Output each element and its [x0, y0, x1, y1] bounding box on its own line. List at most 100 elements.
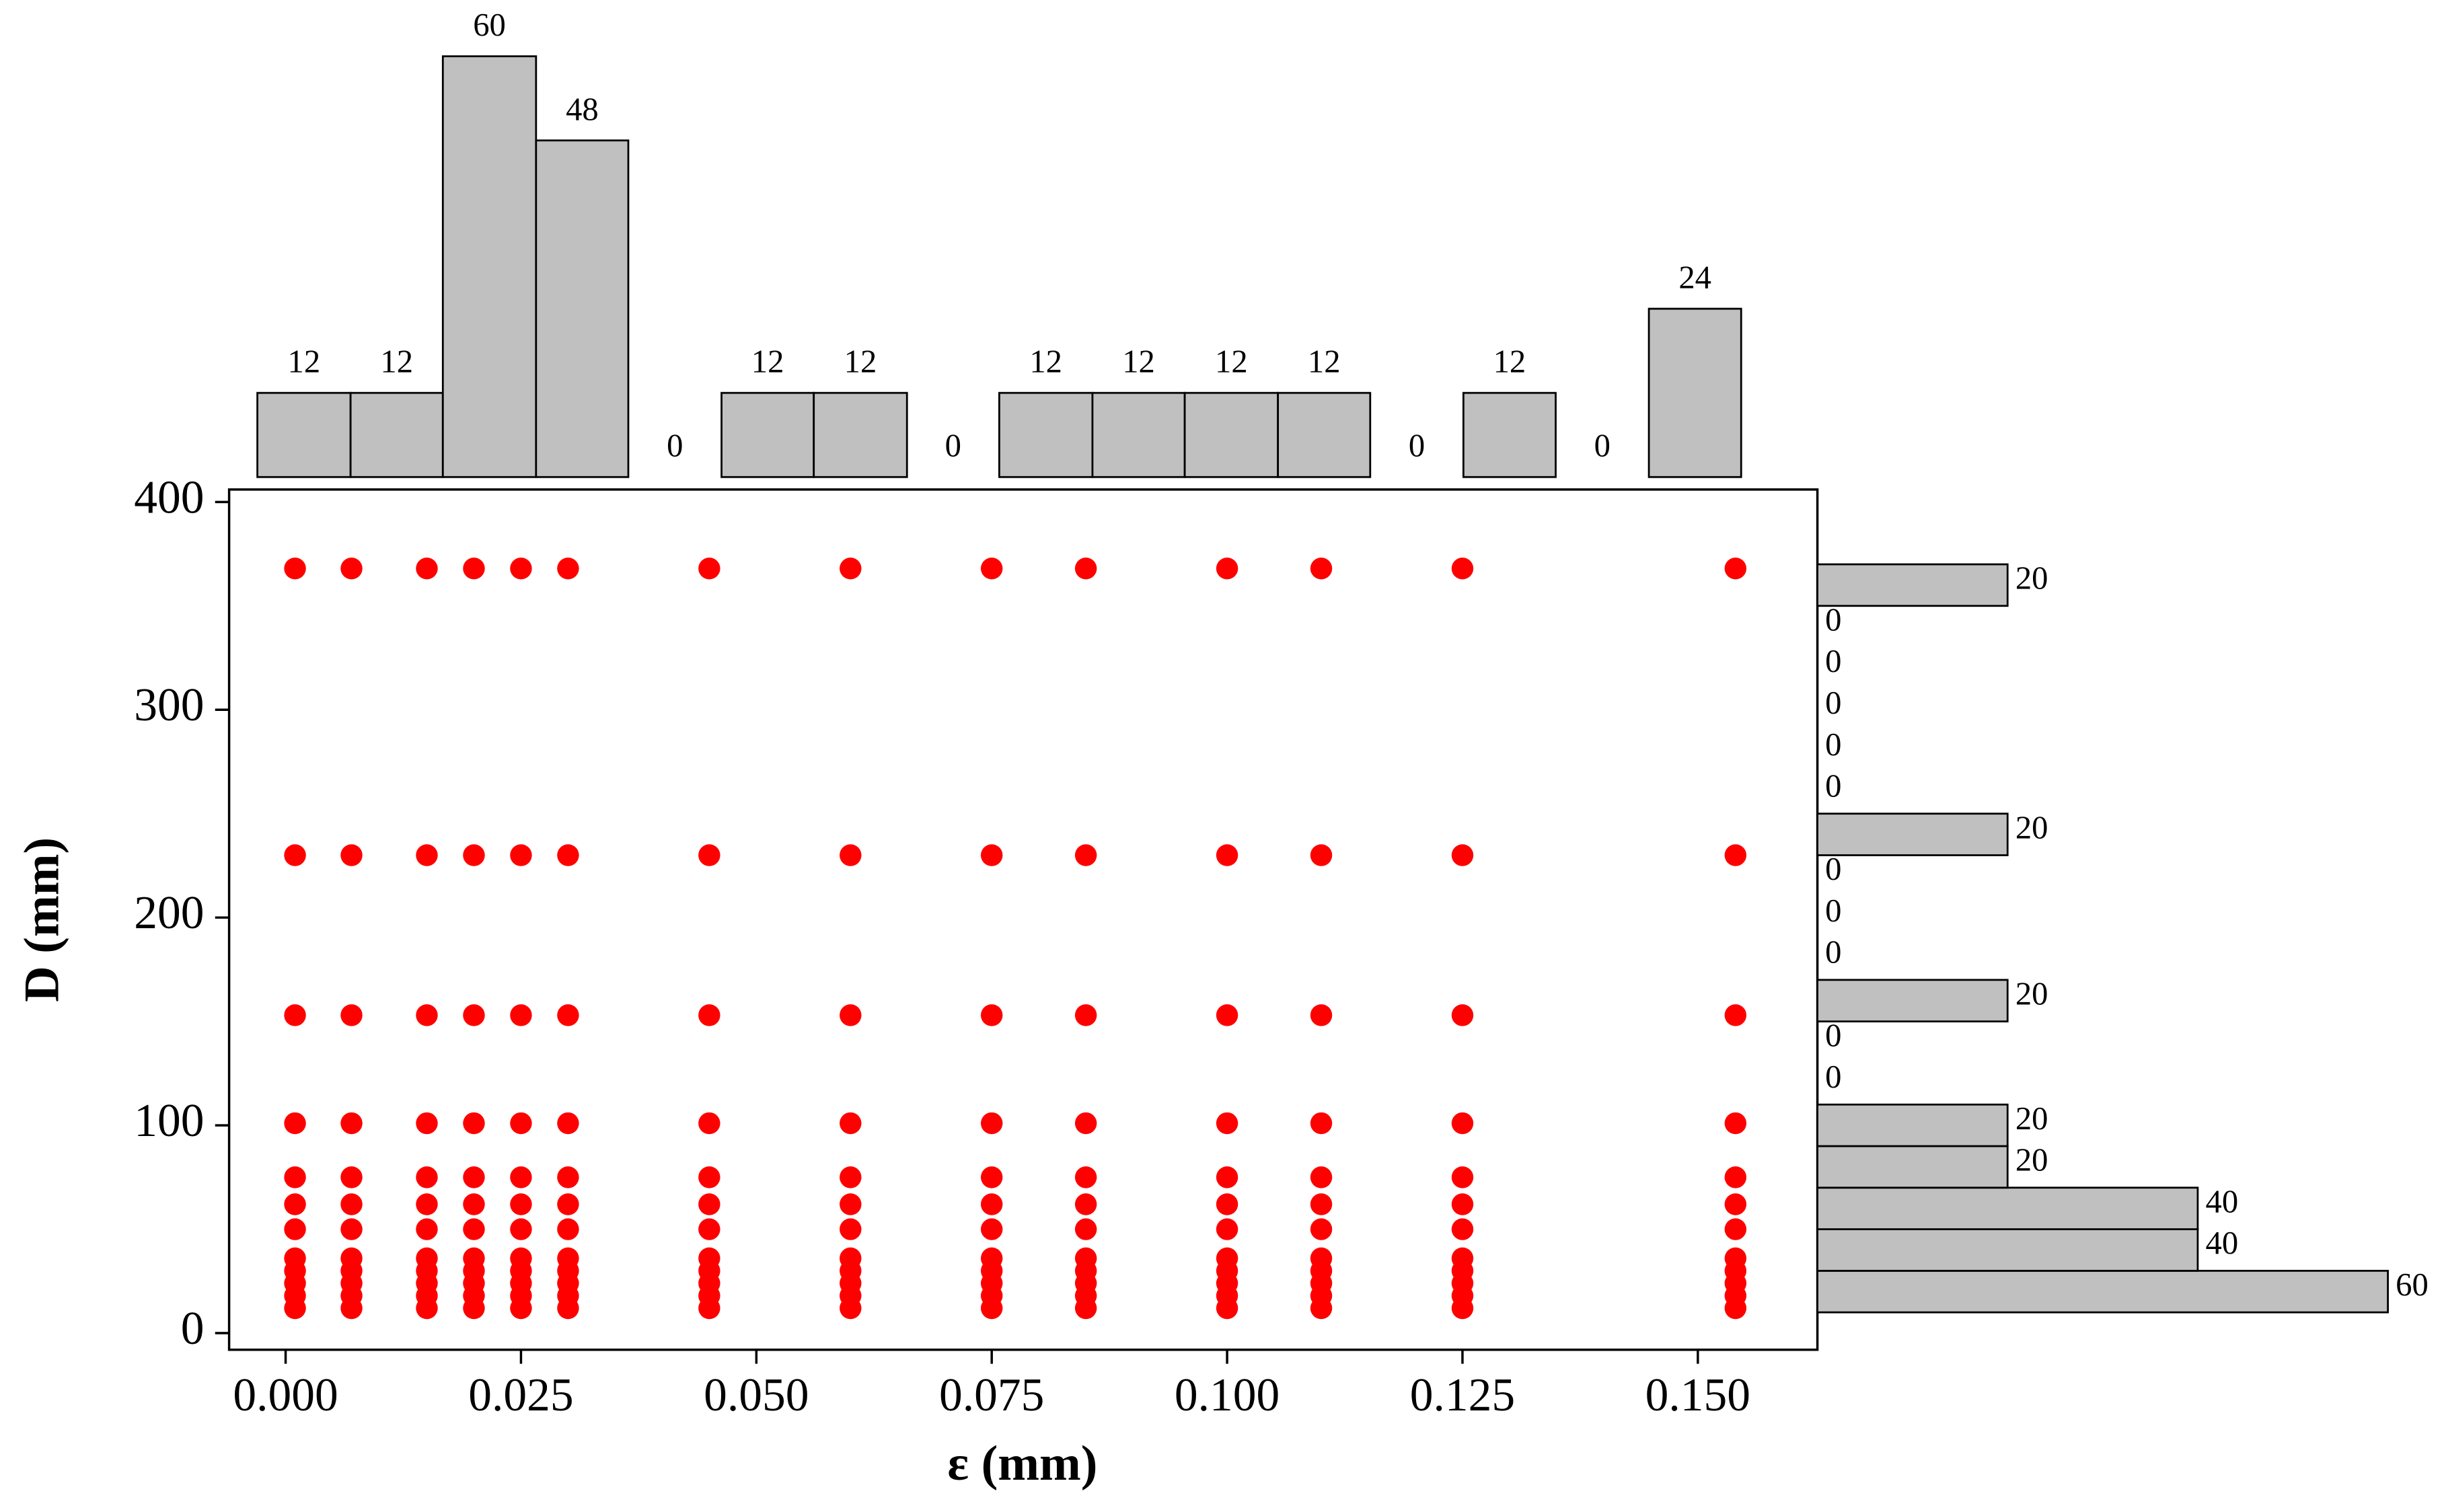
hist-label: 0 — [1825, 1059, 1841, 1095]
hist-bar — [813, 391, 908, 478]
point — [510, 1193, 532, 1215]
hist-label: 0 — [1825, 893, 1841, 929]
hist-label: 20 — [2015, 560, 2048, 597]
point — [1451, 1247, 1474, 1270]
point — [416, 1193, 438, 1215]
point — [463, 557, 485, 580]
y-tick-label: 200 — [134, 887, 204, 939]
x-tick-label: 0.150 — [1645, 1369, 1750, 1421]
point — [1074, 844, 1097, 866]
point — [1310, 1112, 1333, 1135]
point — [284, 557, 306, 580]
hist-label: 0 — [1409, 428, 1425, 464]
point — [1216, 1247, 1238, 1270]
hist-label: 40 — [2206, 1225, 2239, 1261]
x-tick-label: 0.125 — [1410, 1369, 1515, 1421]
point — [284, 1218, 306, 1240]
point — [340, 844, 363, 866]
point — [1216, 844, 1238, 866]
point — [1724, 1247, 1747, 1270]
point — [557, 844, 579, 866]
point — [1310, 557, 1333, 580]
hist-bar — [1277, 391, 1372, 478]
point — [1074, 1166, 1097, 1188]
point — [510, 1218, 532, 1240]
x-axis-label: ε (mm) — [947, 1436, 1097, 1491]
point — [284, 1166, 306, 1188]
point — [1074, 1193, 1097, 1215]
point — [1451, 557, 1474, 580]
hist-bar — [1816, 1228, 2199, 1272]
point — [557, 1218, 579, 1240]
point — [840, 1193, 862, 1215]
point — [1310, 844, 1333, 866]
hist-label: 20 — [2015, 1100, 2048, 1137]
hist-label: 0 — [1594, 428, 1610, 464]
point — [698, 1193, 720, 1215]
point — [1074, 1004, 1097, 1026]
point — [284, 1247, 306, 1270]
point — [698, 1247, 720, 1270]
point — [980, 1193, 1003, 1215]
point — [463, 1112, 485, 1135]
point — [557, 1112, 579, 1135]
point — [840, 1112, 862, 1135]
point — [1216, 1166, 1238, 1188]
point — [463, 1247, 485, 1270]
hist-bar — [1816, 1103, 2009, 1147]
point — [463, 1166, 485, 1188]
point — [840, 1166, 862, 1188]
point — [510, 557, 532, 580]
point — [463, 844, 485, 866]
hist-label: 0 — [1825, 726, 1841, 763]
hist-label: 60 — [473, 7, 506, 43]
point — [416, 557, 438, 580]
point — [340, 1193, 363, 1215]
point — [340, 1218, 363, 1240]
point — [698, 1004, 720, 1026]
hist-bar — [1462, 391, 1557, 478]
point — [1451, 1218, 1474, 1240]
hist-label: 60 — [2396, 1267, 2429, 1303]
point — [416, 1218, 438, 1240]
hist-bar — [1647, 307, 1742, 478]
hist-bar — [1816, 1145, 2009, 1189]
point — [840, 844, 862, 866]
x-tick-label: 0.025 — [468, 1369, 573, 1421]
hist-bar — [1816, 812, 2009, 856]
point — [557, 1166, 579, 1188]
point — [698, 557, 720, 580]
y-tick-label: 0 — [181, 1303, 205, 1355]
point — [1074, 1247, 1097, 1270]
point — [557, 557, 579, 580]
point — [510, 1166, 532, 1188]
point — [840, 557, 862, 580]
hist-label: 24 — [1678, 259, 1711, 295]
hist-label: 20 — [2015, 1142, 2048, 1178]
hist-label: 0 — [1825, 1017, 1841, 1053]
hist-bar — [998, 391, 1094, 478]
hist-label: 12 — [288, 344, 321, 380]
point — [1216, 1193, 1238, 1215]
point — [510, 1112, 532, 1135]
hist-label: 0 — [667, 428, 683, 464]
point — [698, 844, 720, 866]
point — [980, 1166, 1003, 1188]
hist-label: 0 — [1825, 601, 1841, 638]
point — [416, 844, 438, 866]
point — [980, 1247, 1003, 1270]
point — [557, 1193, 579, 1215]
hist-label: 12 — [751, 344, 784, 380]
point — [698, 1112, 720, 1135]
hist-label: 48 — [566, 91, 599, 127]
hist-label: 0 — [1825, 643, 1841, 679]
point — [1451, 844, 1474, 866]
hist-label: 12 — [844, 344, 877, 380]
point — [463, 1193, 485, 1215]
point — [340, 1004, 363, 1026]
point — [980, 1004, 1003, 1026]
hist-label: 0 — [1825, 685, 1841, 721]
hist-label: 12 — [380, 344, 413, 380]
x-tick-label: 0.100 — [1175, 1369, 1280, 1421]
x-tick-label: 0.000 — [233, 1369, 338, 1421]
